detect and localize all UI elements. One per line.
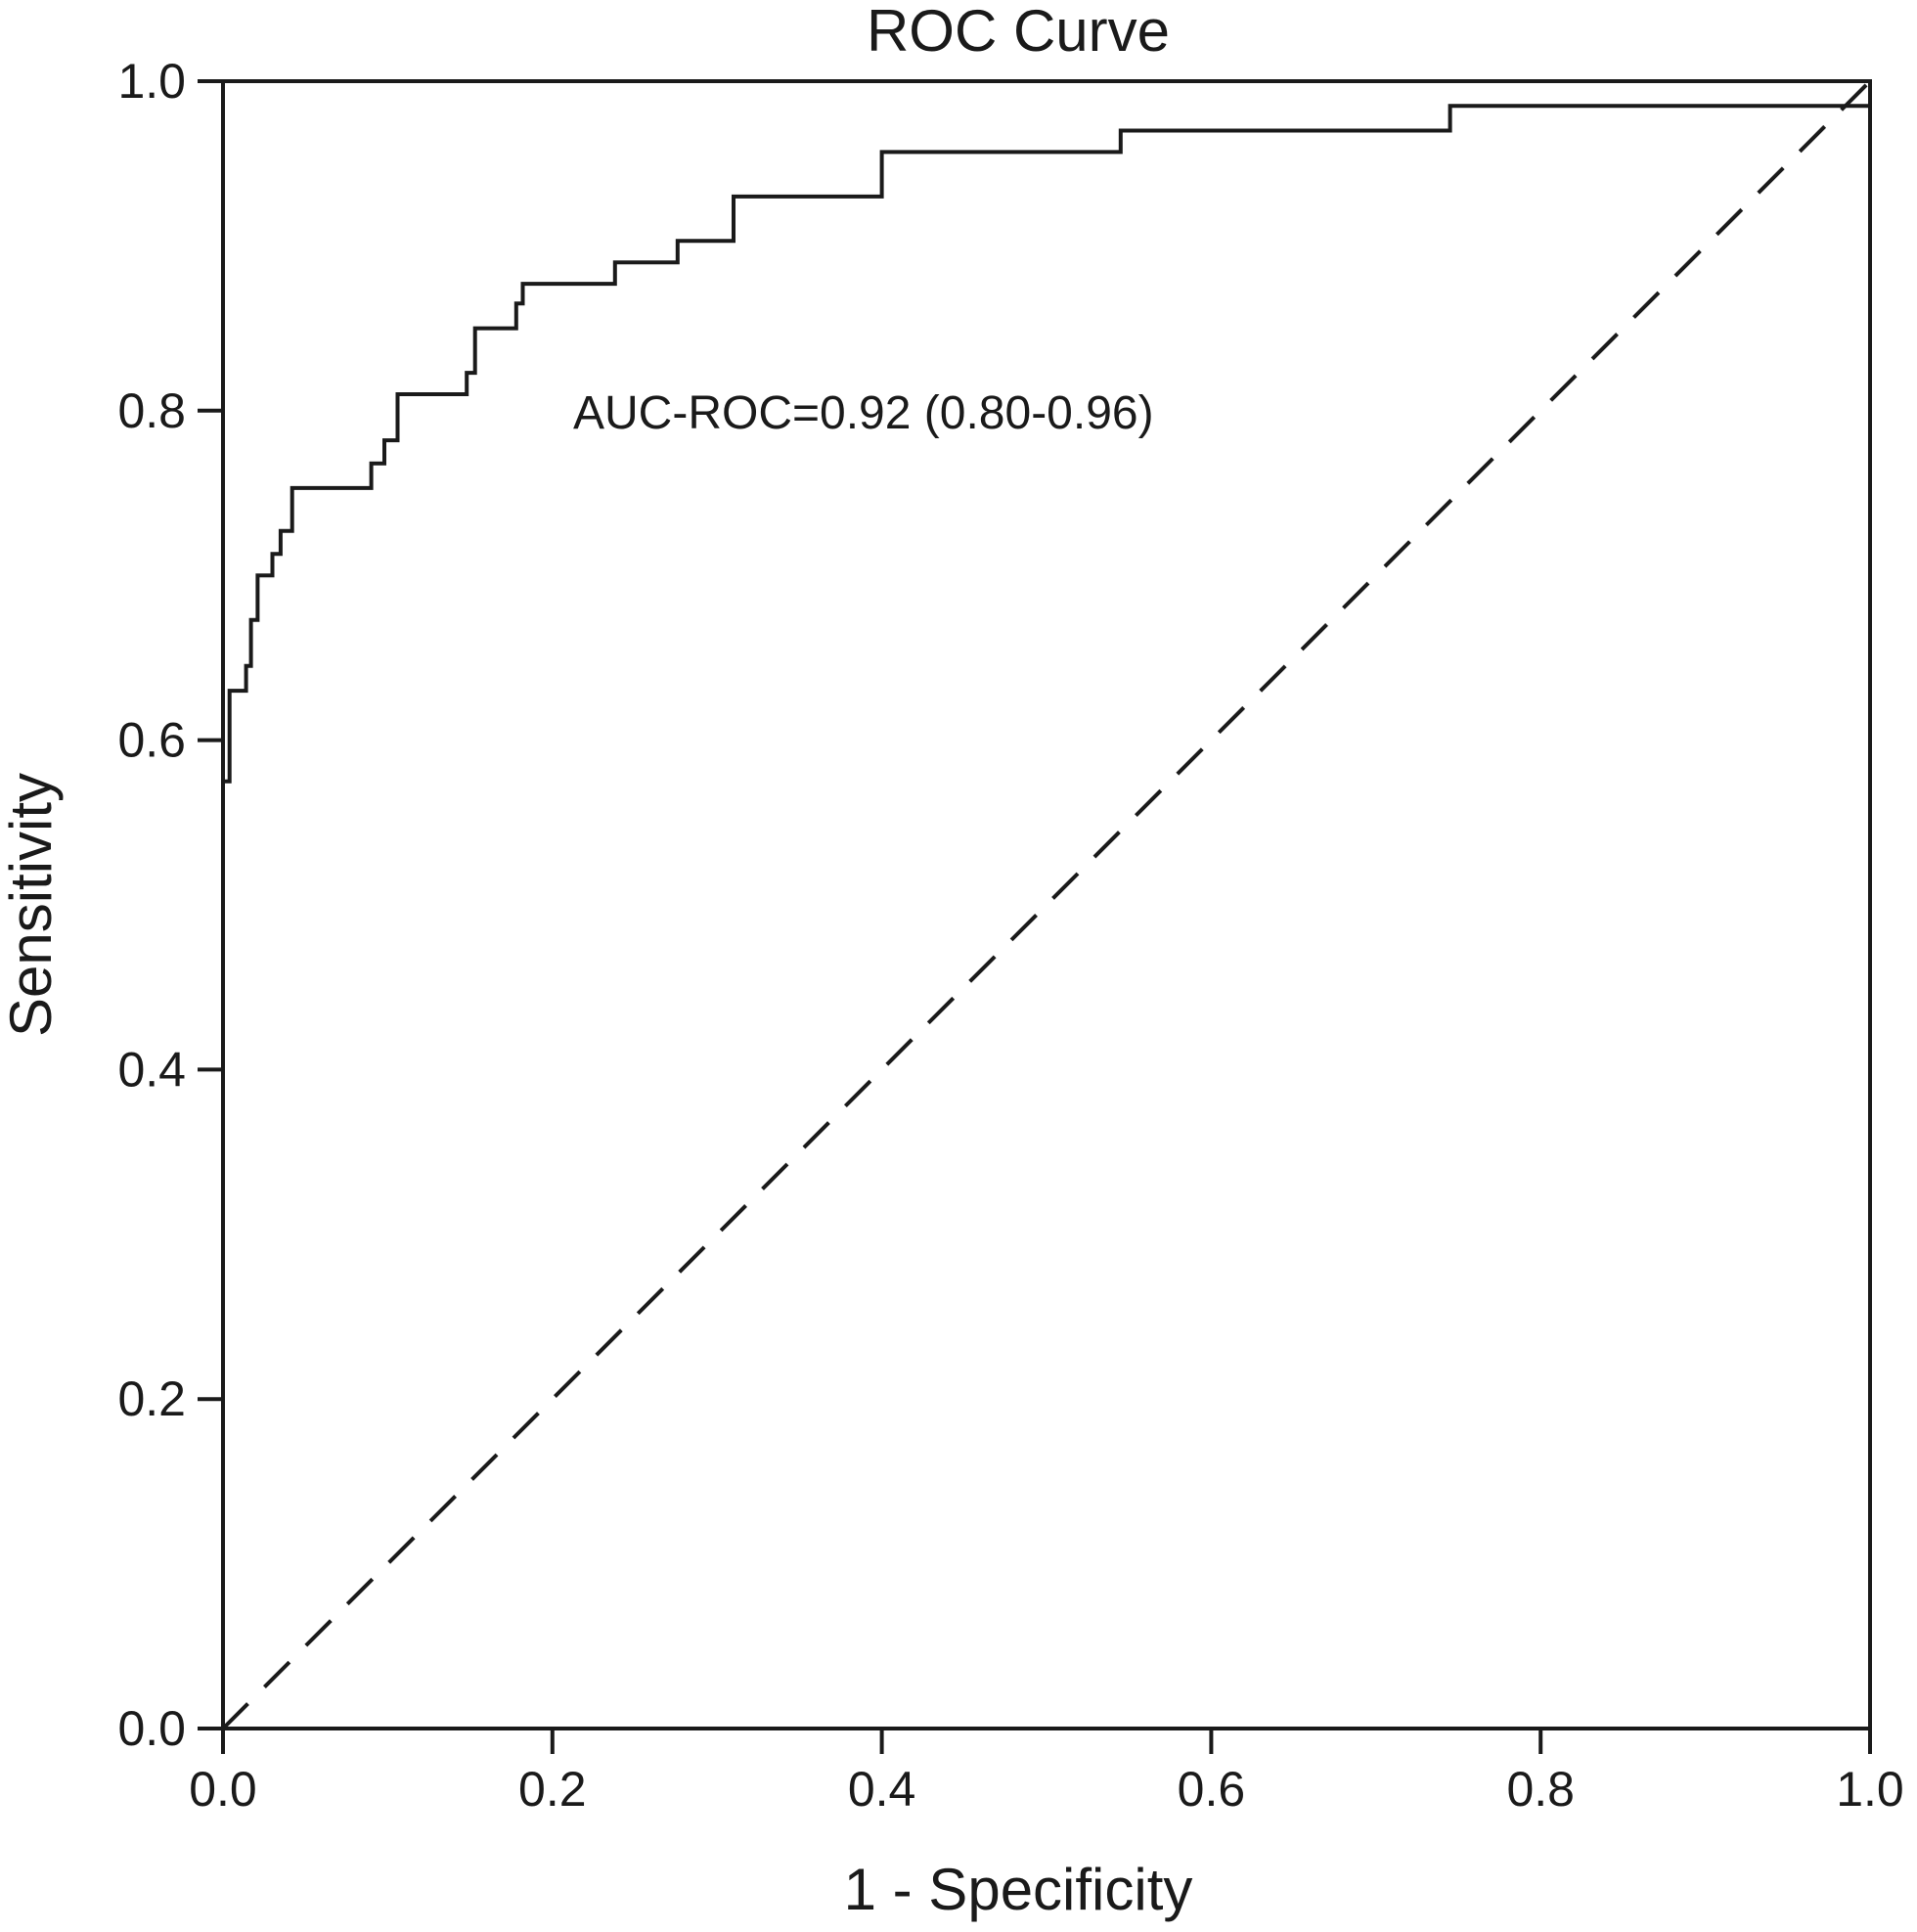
y-tick-label: 0.2 (117, 1371, 186, 1426)
chart-title: ROC Curve (867, 0, 1170, 64)
y-axis-ticks: 0.0 0.2 0.4 0.6 0.8 1.0 (117, 54, 223, 1756)
y-tick-label: 0.6 (117, 713, 186, 768)
y-tick-label: 0.4 (117, 1042, 186, 1097)
x-tick-label: 0.2 (518, 1762, 587, 1817)
x-axis-label: 1 - Specificity (844, 1857, 1193, 1922)
y-tick-label: 0.0 (117, 1701, 186, 1756)
plot-frame (221, 79, 1872, 1730)
y-axis-label: Sensitivity (0, 773, 64, 1037)
x-tick-label: 0.0 (189, 1762, 257, 1817)
x-tick-label: 0.4 (848, 1762, 916, 1817)
x-axis-ticks: 0.0 0.2 0.4 0.6 0.8 1.0 (189, 1729, 1904, 1817)
x-tick-label: 1.0 (1836, 1762, 1904, 1817)
y-tick-label: 0.8 (117, 383, 186, 438)
roc-curve-line (221, 81, 1872, 1729)
reference-diagonal-line (221, 79, 1872, 1730)
auc-annotation: AUC-ROC=0.92 (0.80-0.96) (573, 387, 1154, 439)
x-tick-label: 0.8 (1506, 1762, 1575, 1817)
series-layer (221, 79, 1872, 1730)
x-tick-label: 0.6 (1178, 1762, 1246, 1817)
y-tick-label: 1.0 (117, 54, 186, 109)
